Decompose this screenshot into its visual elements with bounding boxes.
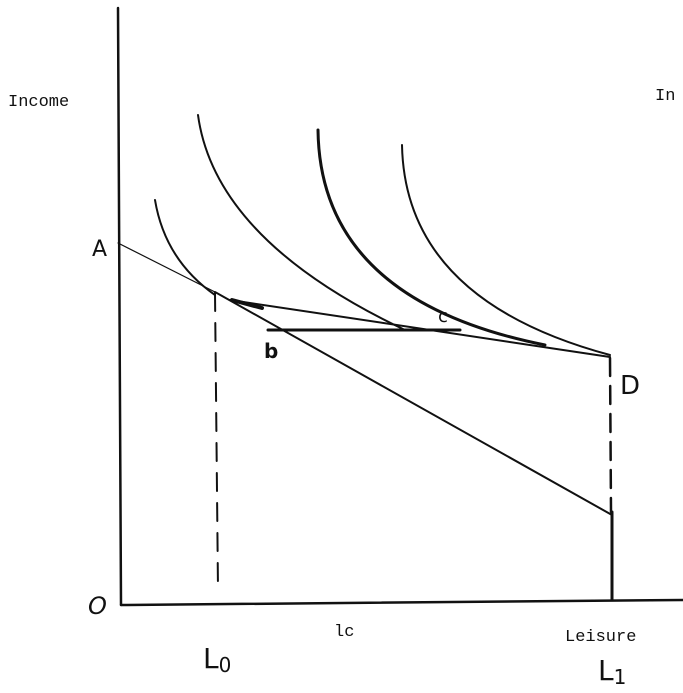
l1-dashed (608, 356, 613, 514)
x-mark-label: L0 (203, 642, 231, 677)
point-label: D (620, 371, 640, 401)
budget-line-a (117, 242, 216, 293)
x-axis (119, 598, 683, 607)
thick-segment (230, 298, 264, 310)
budget-line-low (214, 291, 613, 516)
x-mark-label: lc (334, 623, 354, 642)
y-axis (116, 6, 123, 607)
indifference-curve (316, 128, 547, 347)
indifference-curve (197, 114, 406, 331)
indifference-curve (154, 199, 216, 296)
y-axis-label: Income (8, 93, 69, 112)
x-mark-label: L1 (598, 654, 626, 689)
origin-label: O (88, 592, 107, 620)
indifference-curve (401, 144, 611, 356)
cut-label: In (655, 87, 675, 106)
point-label: b (264, 339, 278, 363)
l0-dashed (214, 292, 219, 591)
point-label: c (438, 306, 448, 327)
x-axis-label: Leisure (565, 628, 636, 647)
point-label: A (92, 237, 107, 262)
